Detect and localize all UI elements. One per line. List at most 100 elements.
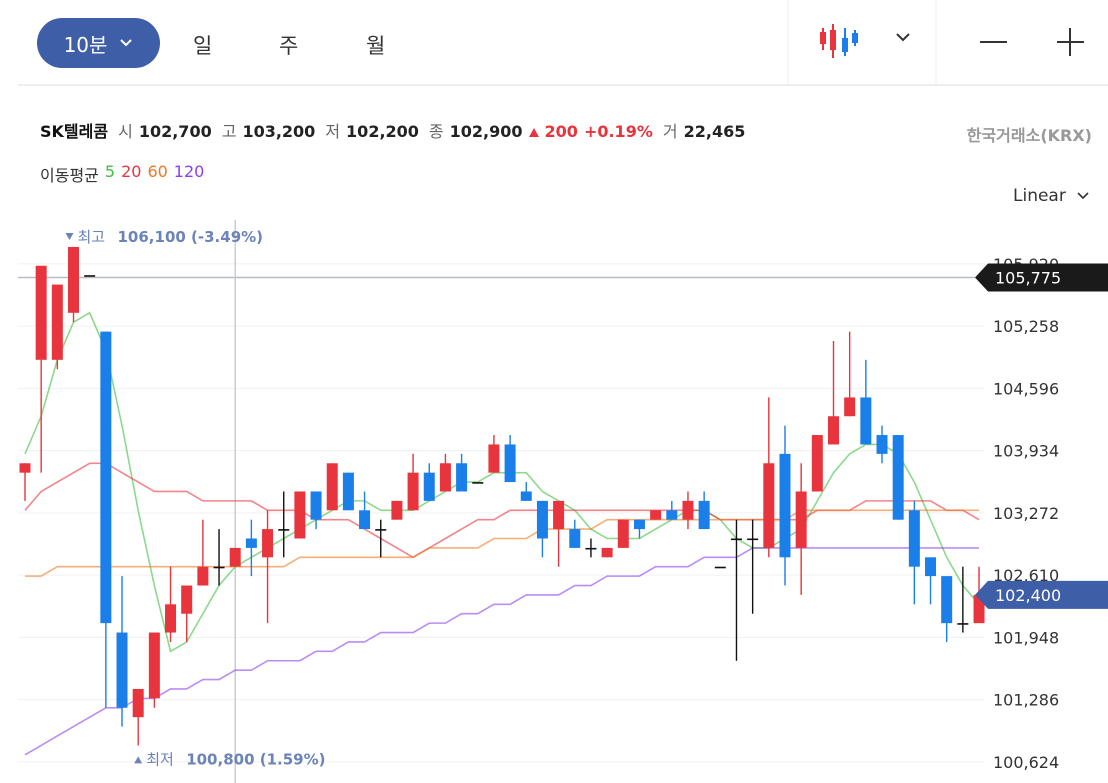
- y-tick-label: 101,948: [993, 628, 1059, 647]
- candle-body: [811, 435, 823, 492]
- candle-body: [84, 275, 96, 277]
- candle-body: [310, 491, 322, 520]
- candle-body: [100, 331, 112, 624]
- candle-body: [229, 547, 241, 567]
- low-text: 100,800 (1.59%): [186, 750, 325, 768]
- low-marker: [134, 756, 143, 764]
- y-tick-label: 102,610: [993, 566, 1059, 585]
- candle-body: [472, 482, 484, 484]
- candle-body: [553, 500, 565, 530]
- candle-body: [375, 529, 387, 531]
- crosshair-tag: 105,775: [995, 269, 1061, 288]
- low-label: 최저: [146, 750, 174, 768]
- last-price-tag-bg: [975, 580, 1108, 609]
- y-tick-label: 105,258: [993, 317, 1059, 336]
- scale-select[interactable]: Linear: [1013, 186, 1090, 206]
- field-value: 102,900: [449, 122, 523, 141]
- candle-body: [68, 246, 80, 313]
- zoom-in[interactable]: [1057, 28, 1084, 56]
- exchange: 한국거래소(KRX): [966, 126, 1092, 145]
- field-label: 저: [325, 122, 341, 141]
- field-label: 거: [662, 122, 678, 141]
- candle-body: [439, 463, 451, 492]
- candle-body: [714, 566, 726, 569]
- y-tick-label: 104,596: [993, 379, 1059, 398]
- candle-body: [132, 688, 144, 718]
- ma-label: 이동평균: [40, 166, 99, 185]
- candle-body: [569, 529, 581, 548]
- candle-body: [908, 510, 920, 567]
- candle-body: [213, 566, 225, 569]
- tab[interactable]: 일: [193, 34, 213, 58]
- candle-body: [892, 435, 904, 520]
- change-pct: +0.19%: [583, 122, 653, 141]
- candle-body: [391, 500, 403, 520]
- candle-body: [342, 472, 354, 511]
- high-text: 106,100 (-3.49%): [118, 228, 264, 246]
- candle-body: [698, 500, 710, 530]
- legend-entry: 120: [173, 162, 205, 181]
- chevron: [1077, 192, 1089, 200]
- candle-body: [585, 547, 597, 550]
- high-label: 최고: [78, 228, 106, 246]
- candle-body: [844, 397, 856, 417]
- candle-body: [51, 284, 63, 360]
- legend-entry: 20: [121, 162, 142, 181]
- change: 200: [544, 122, 578, 141]
- chart-type-icon[interactable]: [820, 24, 858, 58]
- field-value: 103,200: [242, 122, 316, 141]
- candle-body: [666, 510, 678, 520]
- legend-entry: 60: [147, 162, 168, 181]
- candle-body: [941, 576, 953, 624]
- candle-body: [601, 547, 613, 558]
- volume: 22,465: [683, 122, 746, 141]
- candle-body: [876, 435, 888, 454]
- up-triangle: [528, 128, 539, 137]
- candle-body: [456, 463, 468, 492]
- high-marker: [65, 232, 74, 240]
- candle-body: [326, 463, 338, 511]
- candle-body: [650, 510, 662, 520]
- candle-body: [407, 472, 419, 511]
- field-value: 102,700: [138, 122, 212, 141]
- field-label: 종: [428, 122, 444, 141]
- candle-body: [682, 500, 694, 520]
- y-tick-label: 100,624: [993, 753, 1059, 772]
- field-value: 102,200: [346, 122, 419, 141]
- stock-name: SK텔레콤: [40, 122, 109, 141]
- candle-body: [763, 463, 775, 548]
- candle-body: [181, 585, 193, 614]
- tab[interactable]: 월: [366, 34, 386, 58]
- candle-body: [359, 510, 371, 530]
- candle-body: [536, 500, 548, 539]
- tab-label: 10분: [63, 32, 108, 57]
- candle-body: [779, 453, 791, 558]
- candle-body: [35, 265, 47, 360]
- candle-body: [488, 444, 500, 473]
- tab[interactable]: 주: [279, 34, 299, 58]
- ma-line: [24, 311, 980, 653]
- candle-body: [148, 632, 160, 699]
- ma-line: [25, 509, 980, 577]
- candle-body: [973, 594, 985, 624]
- ma-legend: 이동평균 5 20 60 120: [40, 162, 204, 186]
- candle-body: [504, 444, 516, 483]
- legend-entry: 5: [104, 162, 116, 181]
- candle-body: [294, 491, 306, 539]
- candle-body: [423, 472, 435, 501]
- candle-body: [795, 491, 807, 548]
- field-label: 시: [118, 122, 133, 141]
- candle-body: [116, 632, 128, 708]
- chevron[interactable]: [896, 33, 910, 42]
- candle-body: [747, 538, 759, 541]
- candle-body: [165, 604, 177, 633]
- candle-body: [633, 519, 645, 530]
- tab-active[interactable]: 10분: [37, 18, 160, 68]
- quote-info: SK텔레콤 시 102,700 고 103,200 저 102,200 종 102,90…: [40, 118, 749, 142]
- y-tick-label: 103,934: [993, 442, 1059, 461]
- toolbar: [18, 0, 1108, 86]
- candle-body: [860, 397, 872, 445]
- candle-body: [617, 519, 629, 548]
